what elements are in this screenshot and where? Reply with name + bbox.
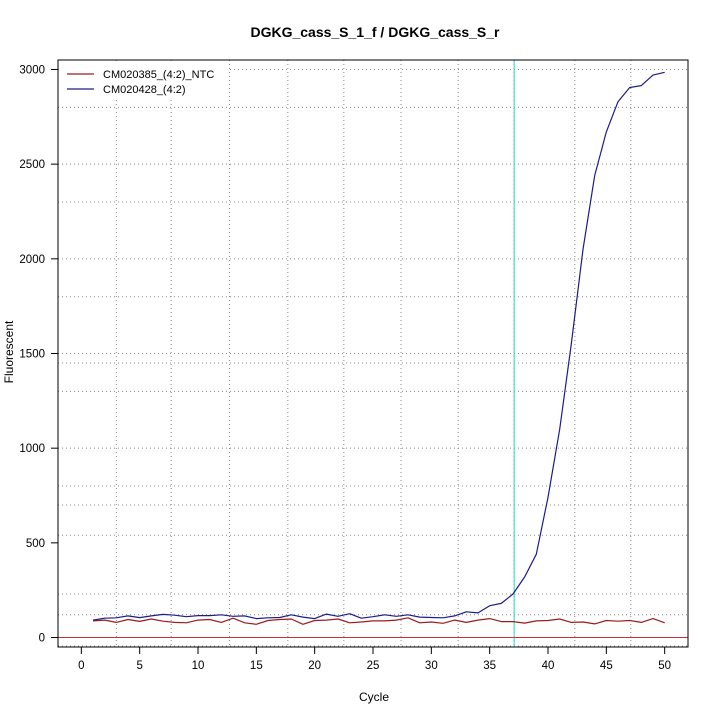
x-tick-label-6: 30 — [425, 660, 438, 672]
x-axis-label: Cycle — [359, 690, 389, 704]
x-tick-label-1: 5 — [136, 660, 142, 672]
series-line-0 — [92, 617, 665, 625]
x-tick-label-8: 40 — [542, 660, 555, 672]
x-tick-label-4: 20 — [308, 660, 321, 672]
data-series — [92, 71, 665, 625]
x-axis: 0 5 10 15 20 25 30 35 40 45 50 — [78, 646, 671, 672]
y-tick-label-3: 1500 — [19, 349, 45, 361]
x-tick-label-5: 25 — [367, 660, 380, 672]
y-tick-label-6: 3000 — [19, 64, 45, 76]
plot-frame — [57, 59, 689, 648]
x-tick-label-7: 35 — [483, 660, 496, 672]
x-tick-label-2: 10 — [192, 660, 205, 672]
y-tick-label-4: 2000 — [19, 254, 45, 266]
x-tick-label-10: 50 — [658, 660, 671, 672]
y-tick-label-5: 2500 — [19, 159, 45, 171]
y-axis-label: Fluorescent — [2, 320, 16, 383]
y-axis: 0 500 1000 1500 2000 2500 3000 — [19, 64, 59, 645]
series-line-1 — [92, 71, 665, 621]
legend: CM020385_(4:2)_NTC CM020428_(4:2) — [59, 61, 229, 97]
grid-lines — [58, 60, 688, 647]
legend-label-sample: CM020428_(4:2) — [103, 84, 186, 96]
legend-label-ntc: CM020385_(4:2)_NTC — [103, 69, 214, 81]
x-tick-label-9: 45 — [600, 660, 613, 672]
reference-lines — [58, 60, 688, 647]
legend-box — [59, 61, 229, 97]
y-tick-label-0: 0 — [39, 633, 45, 645]
y-tick-label-1: 500 — [26, 538, 45, 550]
x-tick-label-3: 15 — [250, 660, 263, 672]
x-tick-label-0: 0 — [78, 660, 84, 672]
y-tick-label-2: 1000 — [19, 443, 45, 455]
chart-title: DGKG_cass_S_1_f / DGKG_cass_S_r — [250, 24, 500, 40]
